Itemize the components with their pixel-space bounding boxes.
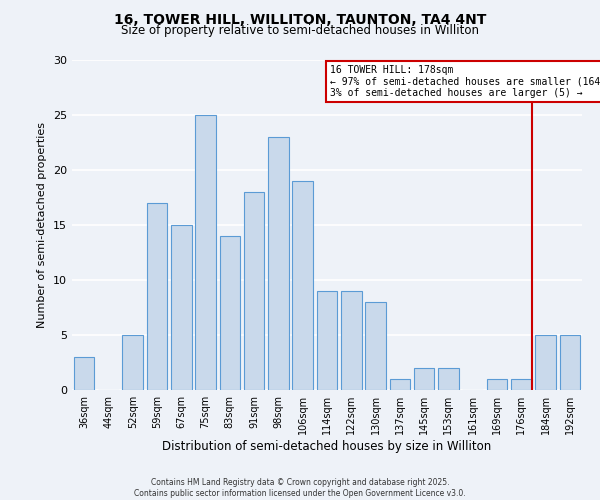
Text: Contains HM Land Registry data © Crown copyright and database right 2025.
Contai: Contains HM Land Registry data © Crown c…	[134, 478, 466, 498]
Text: 16, TOWER HILL, WILLITON, TAUNTON, TA4 4NT: 16, TOWER HILL, WILLITON, TAUNTON, TA4 4…	[114, 12, 486, 26]
Bar	[389, 379, 410, 390]
Bar	[268, 137, 289, 390]
Bar	[74, 357, 94, 390]
Bar	[146, 203, 167, 390]
X-axis label: Distribution of semi-detached houses by size in Williton: Distribution of semi-detached houses by …	[163, 440, 491, 453]
Bar	[535, 335, 556, 390]
Bar	[122, 335, 143, 390]
Bar	[560, 335, 580, 390]
Bar	[438, 368, 459, 390]
Bar	[341, 291, 362, 390]
Bar	[195, 115, 216, 390]
Text: Size of property relative to semi-detached houses in Williton: Size of property relative to semi-detach…	[121, 24, 479, 37]
Bar	[487, 379, 508, 390]
Bar	[414, 368, 434, 390]
Bar	[511, 379, 532, 390]
Bar	[292, 181, 313, 390]
Bar	[220, 236, 240, 390]
Y-axis label: Number of semi-detached properties: Number of semi-detached properties	[37, 122, 47, 328]
Bar	[171, 225, 191, 390]
Bar	[317, 291, 337, 390]
Bar	[365, 302, 386, 390]
Bar	[244, 192, 265, 390]
Text: 16 TOWER HILL: 178sqm
← 97% of semi-detached houses are smaller (164)
3% of semi: 16 TOWER HILL: 178sqm ← 97% of semi-deta…	[329, 65, 600, 98]
